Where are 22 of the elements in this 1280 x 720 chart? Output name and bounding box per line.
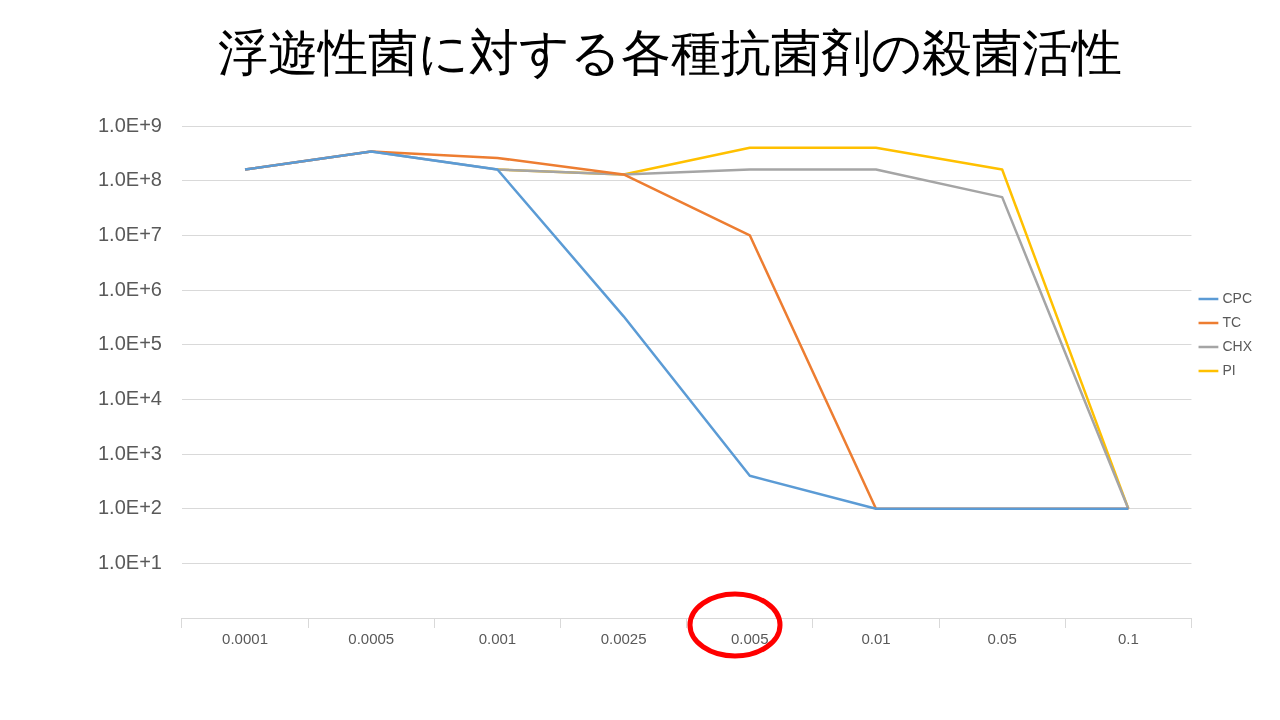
x-tick-label: 0.1 (1117, 630, 1139, 648)
y-tick-label: 1.0E+7 (97, 222, 162, 245)
legend-label: PI (1222, 361, 1236, 378)
x-tick-label: 0.005 (731, 630, 769, 648)
x-tick-label: 0.05 (987, 630, 1017, 648)
y-tick-label: 1.0E+5 (97, 332, 162, 355)
x-tick-label: 0.001 (478, 630, 517, 648)
x-tick-label: 0.01 (861, 630, 891, 648)
y-tick-label: 1.0E+9 (97, 113, 162, 136)
legend-label: CHX (1222, 337, 1253, 354)
y-tick-label: 1.0E+4 (97, 386, 162, 409)
x-tick-label: 0.0025 (600, 630, 647, 648)
y-tick-label: 1.0E+6 (97, 277, 162, 300)
y-tick-label: 1.0E+8 (97, 168, 162, 191)
chart-title: 浮遊性菌に対する各種抗菌剤の殺菌活性 (218, 24, 1122, 81)
y-tick-label: 1.0E+2 (97, 496, 162, 519)
y-tick-label: 1.0E+1 (97, 550, 162, 573)
legend-label: CPC (1222, 289, 1252, 306)
x-tick-label: 0.0005 (348, 630, 395, 648)
y-tick-label: 1.0E+3 (97, 441, 162, 464)
x-tick-label: 0.0001 (222, 630, 268, 648)
legend-label: TC (1222, 313, 1242, 330)
